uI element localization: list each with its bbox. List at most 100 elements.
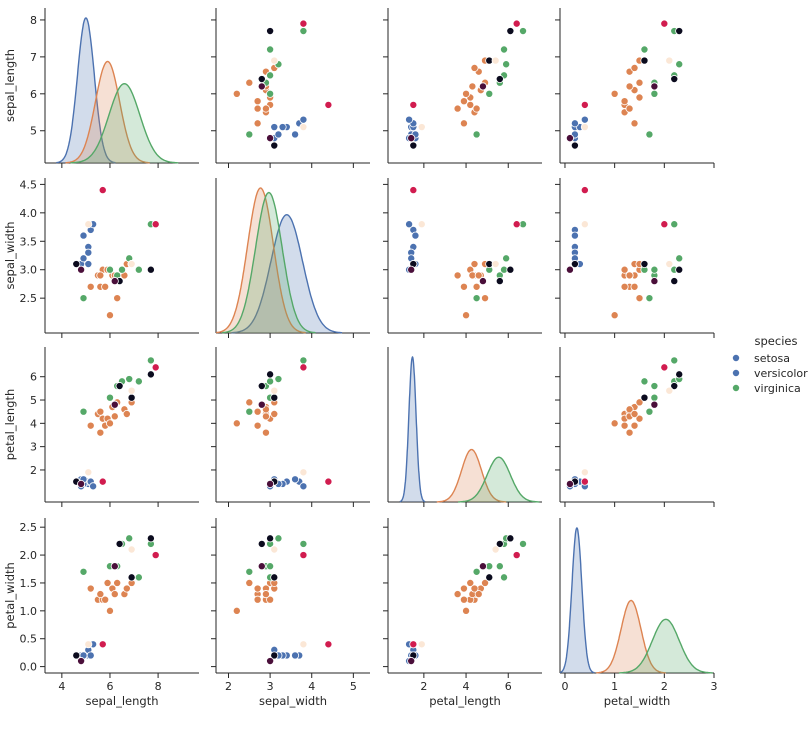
scatter-point <box>261 428 270 437</box>
scatter-point <box>485 89 494 98</box>
scatter-point <box>580 468 589 477</box>
scatter-point <box>417 123 426 132</box>
scatter-point <box>122 410 131 419</box>
scatter-point <box>270 651 279 660</box>
y-tick-label: 2.0 <box>20 549 38 562</box>
scatter-point <box>665 386 674 395</box>
y-tick-label: 6 <box>30 88 37 101</box>
scatter-point <box>118 265 127 274</box>
scatter-point <box>478 562 487 571</box>
scatter-point <box>274 534 283 543</box>
scatter-point <box>261 412 270 421</box>
scatter-point <box>110 400 119 409</box>
scatter-point <box>86 651 95 660</box>
scatter-point <box>675 27 684 36</box>
scatter-point <box>650 82 659 91</box>
panels: 5678sepal_length2.53.03.54.04.5sepal_wid… <box>3 8 718 708</box>
scatter-point <box>266 134 275 143</box>
scatter-point <box>245 567 254 576</box>
scatter-point <box>565 265 574 274</box>
scatter-point <box>570 141 579 150</box>
scatter-point <box>625 428 634 437</box>
scatter-point <box>417 220 426 229</box>
scatter-point <box>232 419 241 428</box>
scatter-point <box>110 562 119 571</box>
x-tick-label: 6 <box>106 680 113 693</box>
kde-line-virginica <box>618 618 713 674</box>
scatter-point <box>113 578 122 587</box>
scatter-point <box>407 134 416 143</box>
scatter-point <box>115 382 124 391</box>
scatter-point <box>77 657 86 666</box>
scatter-point <box>151 220 160 229</box>
kde-fill-versicolor <box>436 449 507 502</box>
scatter-point <box>462 311 471 320</box>
scatter-point <box>670 277 679 286</box>
scatter-point <box>472 567 481 576</box>
scatter-point <box>122 584 131 593</box>
scatter-point <box>299 482 308 491</box>
scatter-point <box>459 584 468 593</box>
scatter-point <box>580 477 589 486</box>
scatter-point <box>266 534 275 543</box>
y-axis-label: petal_length <box>3 389 17 461</box>
scatter-point <box>453 104 462 113</box>
x-tick-label: 1 <box>611 680 618 693</box>
scatter-point <box>610 311 619 320</box>
scatter-point <box>270 141 279 150</box>
scatter-point <box>299 640 308 649</box>
scatter-point <box>253 104 262 113</box>
scatter-point <box>245 407 254 416</box>
scatter-point <box>110 590 119 599</box>
scatter-point <box>299 19 308 28</box>
scatter-point <box>650 400 659 409</box>
x-axis-label: petal_width <box>604 694 671 708</box>
scatter-point <box>79 294 88 303</box>
scatter-point <box>620 282 629 291</box>
scatter-point <box>257 562 266 571</box>
kde-fill-setosa <box>399 357 425 502</box>
scatter-point <box>324 477 333 486</box>
scatter-point <box>512 551 521 560</box>
scatter-point <box>77 479 86 488</box>
scatter-point <box>407 657 416 666</box>
scatter-point <box>84 248 93 257</box>
panel-petal_length-vs-petal_width <box>555 347 715 507</box>
scatter-point <box>274 375 283 384</box>
scatter-point <box>635 78 644 87</box>
scatter-point <box>253 421 262 430</box>
kde-line-versicolor <box>216 187 306 334</box>
scatter-point <box>270 386 279 395</box>
legend-title: species <box>755 334 798 348</box>
scatter-point <box>105 393 114 402</box>
scatter-point <box>245 398 254 407</box>
x-tick-label: 8 <box>155 680 162 693</box>
scatter-point <box>105 606 114 615</box>
scatter-point <box>481 294 490 303</box>
scatter-point <box>625 405 634 414</box>
scatter-point <box>291 475 300 484</box>
scatter-point <box>270 545 279 554</box>
scatter-point <box>270 393 279 402</box>
scatter-point <box>127 545 136 554</box>
x-axis-label: sepal_width <box>259 694 327 708</box>
scatter-point <box>113 294 122 303</box>
panel-petal_length-vs-sepal_length: 2 3 4 5 6 petal_length <box>3 347 199 507</box>
y-axis-label: sepal_width <box>3 221 17 289</box>
scatter-point <box>645 130 654 139</box>
scatter-point <box>620 421 629 430</box>
scatter-point <box>570 231 579 240</box>
kde-line-setosa <box>231 213 343 334</box>
scatter-point <box>266 657 275 666</box>
scatter-point <box>253 119 262 128</box>
x-tick-label: 3 <box>711 680 718 693</box>
scatter-point <box>146 265 155 274</box>
scatter-point <box>495 75 504 84</box>
scatter-point <box>299 356 308 365</box>
scatter-point <box>650 89 659 98</box>
y-tick-label: 7 <box>30 51 37 64</box>
scatter-point <box>635 294 644 303</box>
scatter-point <box>470 260 479 269</box>
panel-sepal_length-vs-petal_width <box>555 8 715 168</box>
y-tick-label: 1.5 <box>20 577 38 590</box>
